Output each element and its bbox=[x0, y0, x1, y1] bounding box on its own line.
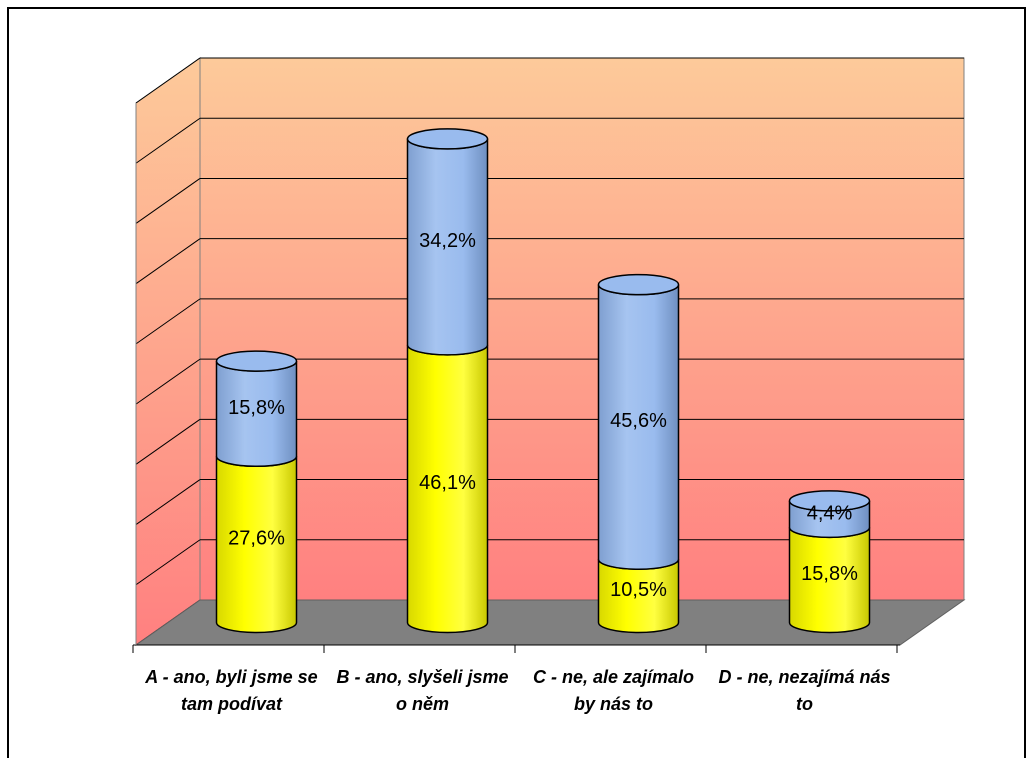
cylinder-cap bbox=[597, 273, 680, 296]
grid-line bbox=[135, 298, 201, 345]
cylinder-cap bbox=[788, 490, 871, 512]
data-label: 46,1% bbox=[419, 472, 476, 494]
grid-line bbox=[135, 418, 201, 465]
grid-line bbox=[135, 238, 201, 285]
grid-line bbox=[135, 117, 201, 164]
data-label: 45,6% bbox=[610, 410, 667, 432]
frame bbox=[7, 7, 1026, 758]
data-label: 34,2% bbox=[419, 230, 476, 252]
cylinder-cap bbox=[215, 350, 298, 372]
grid-line bbox=[135, 539, 201, 586]
x-tick-label: A - ano, byli jsme se tam podívat bbox=[145, 667, 318, 714]
data-label: 4,4% bbox=[807, 502, 853, 524]
grid-line bbox=[135, 178, 201, 224]
data-label: 10,5% bbox=[610, 579, 667, 601]
data-label: 15,8% bbox=[228, 397, 285, 419]
data-label: 27,6% bbox=[228, 528, 285, 550]
cylinder-cap bbox=[406, 128, 489, 150]
grid-line bbox=[135, 57, 201, 104]
side-wall bbox=[135, 57, 201, 646]
data-label: 15,8% bbox=[801, 563, 858, 585]
x-tick-label: C - ne, ale zajímalo by nás to bbox=[532, 667, 695, 714]
x-tick-label: B - ano, slyšeli jsme o něm bbox=[336, 667, 509, 714]
grid-line bbox=[135, 479, 201, 525]
grid-line bbox=[135, 358, 201, 405]
x-tick-label: D - ne, nezajímá nás to bbox=[718, 667, 891, 714]
